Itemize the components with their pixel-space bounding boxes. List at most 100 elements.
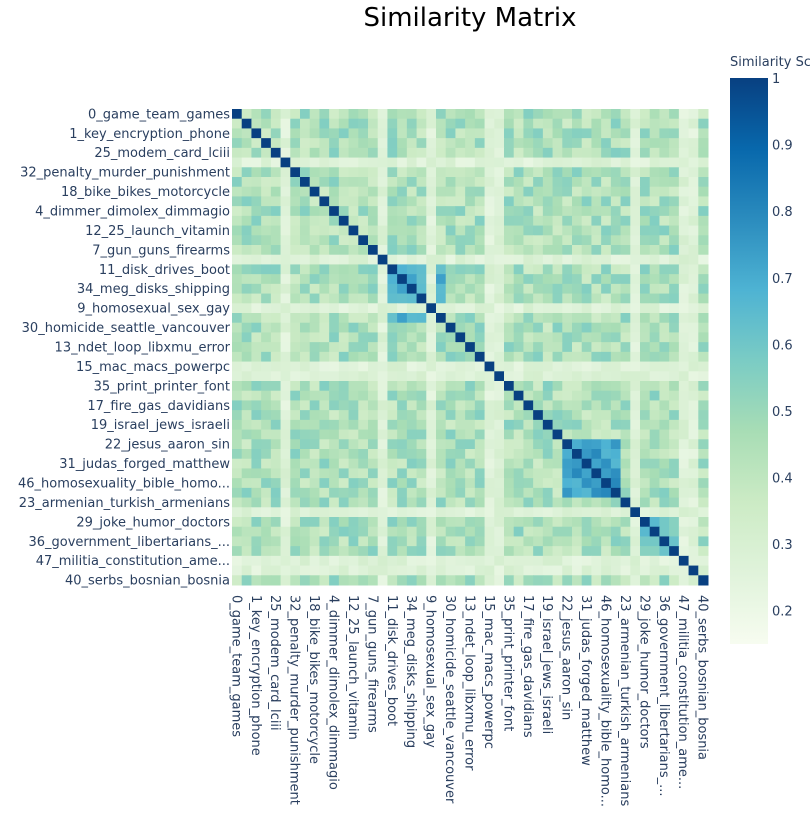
heatmap-cell xyxy=(270,206,282,217)
heatmap-cell xyxy=(426,225,437,236)
heatmap-cell xyxy=(348,332,359,343)
heatmap-cell xyxy=(542,371,554,382)
heatmap-cell xyxy=(319,381,330,392)
heatmap-cell xyxy=(270,215,282,227)
heatmap-cell xyxy=(426,400,437,411)
heatmap-cell xyxy=(552,254,563,265)
heatmap-cell xyxy=(329,128,340,139)
heatmap-cell xyxy=(280,458,291,469)
heatmap-cell xyxy=(620,410,631,421)
heatmap-cell xyxy=(232,313,243,324)
heatmap-cell xyxy=(261,565,272,576)
heatmap-cell xyxy=(620,264,631,275)
heatmap-cell xyxy=(280,157,291,168)
heatmap-cell xyxy=(358,575,369,586)
heatmap-cell xyxy=(232,487,243,499)
heatmap-cell xyxy=(300,177,311,188)
heatmap-cell xyxy=(251,507,262,518)
heatmap-cell xyxy=(232,517,243,528)
heatmap-cell xyxy=(358,254,369,265)
heatmap-cell xyxy=(504,322,515,333)
heatmap-cell xyxy=(338,390,350,401)
heatmap-cell xyxy=(406,245,418,256)
heatmap-cell xyxy=(270,526,282,537)
heatmap-cell xyxy=(572,235,583,246)
heatmap-cell xyxy=(290,254,301,265)
heatmap-cell xyxy=(445,274,456,285)
heatmap-cell xyxy=(659,536,670,547)
heatmap-cell xyxy=(261,283,272,295)
heatmap-cell xyxy=(542,196,554,207)
heatmap-cell xyxy=(669,254,680,265)
heatmap-cell xyxy=(601,458,612,469)
heatmap-cell xyxy=(348,342,359,353)
heatmap-cell xyxy=(698,497,709,508)
heatmap-cell xyxy=(436,274,447,285)
heatmap-cell xyxy=(630,410,641,421)
heatmap-cell xyxy=(368,342,379,353)
heatmap-cell xyxy=(455,342,466,353)
heatmap-cell xyxy=(387,381,398,392)
heatmap-cell xyxy=(474,274,486,285)
heatmap-cell xyxy=(455,497,466,508)
heatmap-cell xyxy=(377,283,388,295)
heatmap-cell xyxy=(523,245,534,256)
heatmap-cell xyxy=(513,313,524,324)
y-tick-label: 0_game_team_games xyxy=(88,107,230,122)
heatmap-cell xyxy=(562,283,573,295)
heatmap-cell xyxy=(416,458,427,469)
colorbar-tick-label: 0.6 xyxy=(772,338,793,353)
heatmap-cell xyxy=(465,439,476,450)
heatmap-cell xyxy=(280,517,291,528)
heatmap-cell xyxy=(678,361,690,372)
heatmap-cell xyxy=(659,177,670,188)
heatmap-cell xyxy=(358,517,369,528)
heatmap-cell xyxy=(581,555,592,567)
heatmap-cell xyxy=(300,468,311,479)
heatmap-cell xyxy=(504,342,515,353)
heatmap-cell xyxy=(698,128,709,139)
heatmap-cell xyxy=(397,381,408,392)
heatmap-cell xyxy=(241,206,252,217)
heatmap-cell xyxy=(688,419,699,431)
heatmap-cell xyxy=(290,147,301,159)
heatmap-cell xyxy=(504,487,515,499)
heatmap-cell xyxy=(572,332,583,343)
heatmap-cell xyxy=(669,322,680,333)
heatmap-cell xyxy=(338,342,350,353)
heatmap-cell xyxy=(455,264,466,275)
heatmap-cell xyxy=(572,458,583,469)
heatmap-cell xyxy=(436,138,447,149)
heatmap-cell xyxy=(270,497,282,508)
heatmap-cell xyxy=(232,439,243,450)
heatmap-cell xyxy=(368,332,379,343)
heatmap-cell xyxy=(387,555,398,567)
heatmap-cell xyxy=(455,313,466,324)
heatmap-cell xyxy=(572,390,583,401)
heatmap-cell xyxy=(630,536,641,547)
heatmap-cell xyxy=(358,274,369,285)
heatmap-cell xyxy=(251,283,262,295)
heatmap-cell xyxy=(309,313,320,324)
heatmap-cell xyxy=(542,468,554,479)
heatmap-cell xyxy=(581,332,592,343)
heatmap-cell xyxy=(542,206,554,217)
heatmap-cell xyxy=(562,157,573,168)
heatmap-cell xyxy=(542,245,554,256)
heatmap-cell xyxy=(465,254,476,265)
heatmap-cell xyxy=(465,487,476,499)
heatmap-cell xyxy=(640,264,651,275)
heatmap-cell xyxy=(309,565,320,576)
heatmap-cell xyxy=(591,478,602,489)
heatmap-cell xyxy=(251,245,262,256)
heatmap-cell xyxy=(484,196,495,207)
heatmap-cell xyxy=(513,147,524,159)
heatmap-cell xyxy=(533,410,544,421)
heatmap-cell xyxy=(426,487,437,499)
heatmap-cell xyxy=(533,274,544,285)
heatmap-cell xyxy=(552,283,563,295)
heatmap-cell xyxy=(358,196,369,207)
heatmap-cell xyxy=(426,342,437,353)
heatmap-cell xyxy=(542,361,554,372)
x-tick-label: 4_dimmer_dimolex_dimmagio xyxy=(326,595,341,790)
